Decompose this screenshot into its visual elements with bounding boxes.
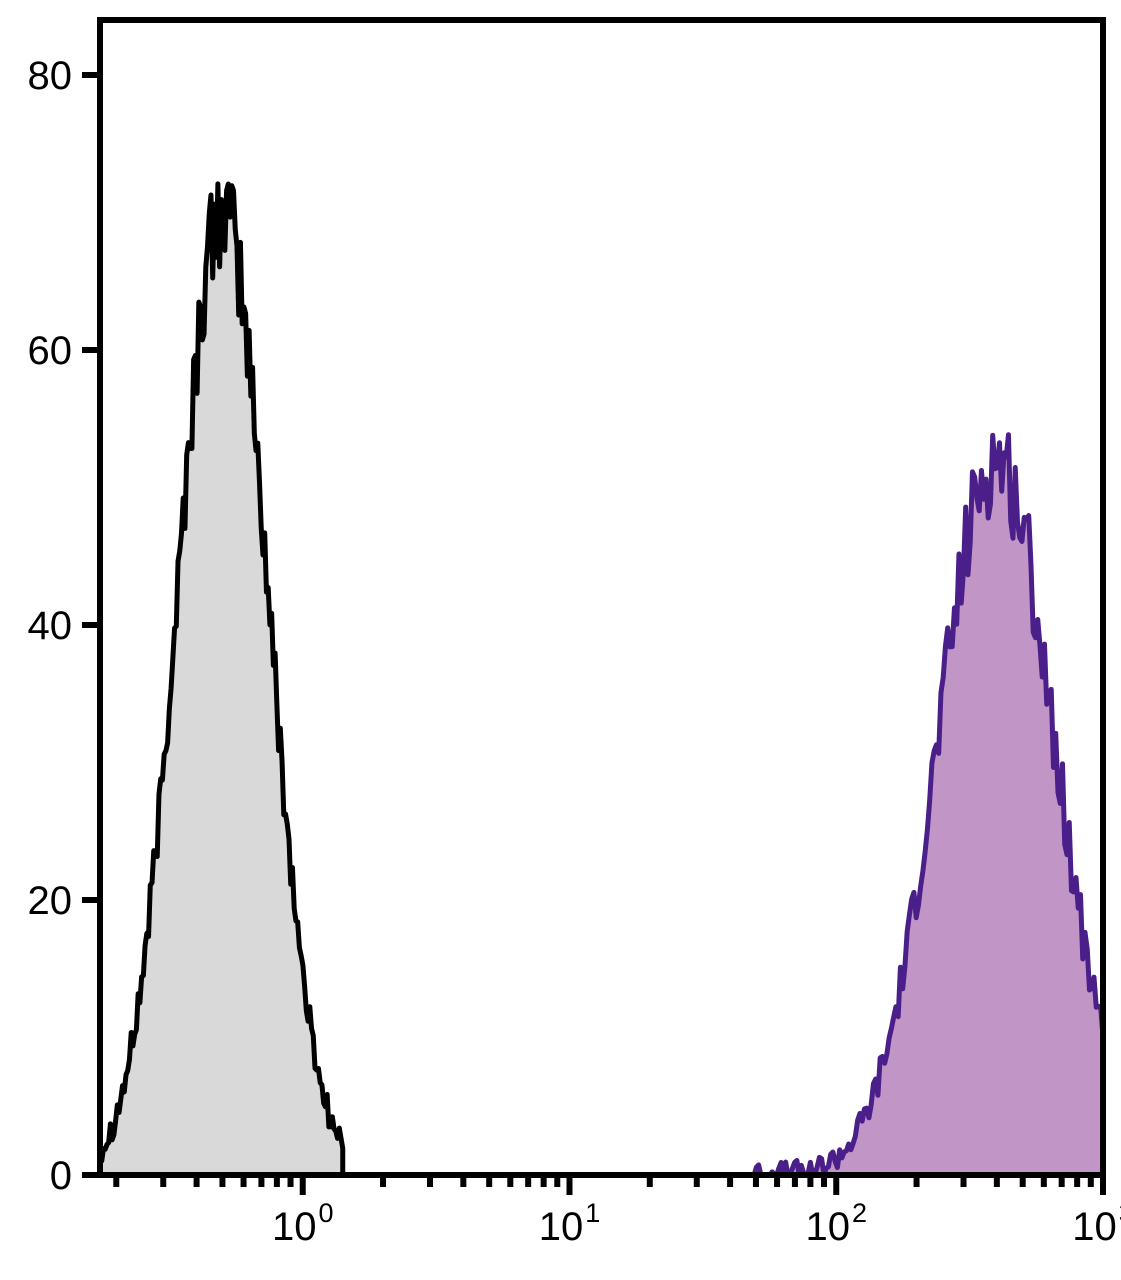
flow-cytometry-histogram: 020406080100101102103 — [0, 0, 1121, 1280]
y-tick-label: 0 — [50, 1154, 72, 1198]
y-tick-label: 40 — [28, 604, 73, 648]
y-tick-label: 20 — [28, 879, 73, 923]
y-tick-label: 80 — [28, 54, 73, 98]
chart-svg: 020406080100101102103 — [0, 0, 1121, 1280]
y-tick-label: 60 — [28, 329, 73, 373]
x-tick-label: 103 — [1072, 1198, 1121, 1249]
